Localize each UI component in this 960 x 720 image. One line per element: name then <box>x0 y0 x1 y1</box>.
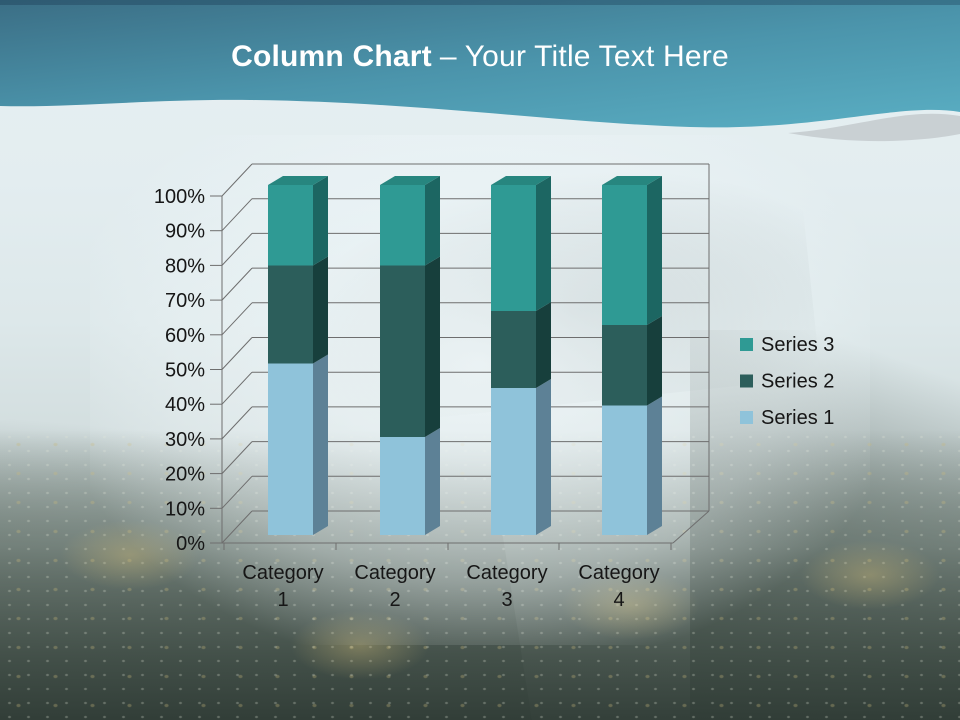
bar-segment-side <box>425 256 440 437</box>
bar-segment <box>380 185 425 266</box>
value-axis-label: 90% <box>165 221 205 243</box>
value-axis-label: 60% <box>165 325 205 347</box>
gridline-depth <box>221 163 253 197</box>
header-gray-swoosh <box>788 113 960 142</box>
bar-segment-side <box>425 428 440 535</box>
bar-segment-side <box>313 176 328 266</box>
bar-top-face <box>491 176 551 185</box>
value-axis-label: 40% <box>165 394 205 416</box>
legend-swatch <box>740 338 753 351</box>
bar-segment-side <box>313 256 328 364</box>
legend-label: Series 3 <box>761 334 834 356</box>
value-axis-label: 10% <box>165 498 205 520</box>
category-label: Category <box>578 562 659 584</box>
category-label: Category <box>466 562 547 584</box>
gridline-depth <box>221 267 253 301</box>
bar-segment <box>602 325 647 406</box>
bar-segment <box>602 405 647 535</box>
bar-segment <box>268 363 313 535</box>
gridline-depth <box>221 406 253 440</box>
gridline-depth <box>221 441 253 474</box>
bar-segment <box>380 437 425 535</box>
gridline-depth <box>221 198 253 232</box>
bar-segment-side <box>536 302 551 388</box>
category-label: 3 <box>501 589 512 611</box>
value-axis-label: 70% <box>165 290 205 312</box>
bar-segment-side <box>647 176 662 325</box>
category-label: Category <box>354 562 435 584</box>
bar-segment <box>380 265 425 437</box>
bar-segment <box>268 185 313 266</box>
bar-segment <box>491 185 536 311</box>
bar-segment-side <box>647 396 662 535</box>
gridline-depth <box>221 510 253 544</box>
legend-label: Series 1 <box>761 407 834 429</box>
slide-title[interactable]: Column Chart – Your Title Text Here <box>0 40 960 74</box>
bar-segment-side <box>647 316 662 406</box>
value-axis-label: 80% <box>165 255 205 277</box>
bar-segment-side <box>425 176 440 266</box>
header-teal-shape <box>0 0 960 128</box>
value-axis-label: 50% <box>165 360 205 382</box>
value-axis-label: 100% <box>154 186 205 208</box>
bar-segment-side <box>536 176 551 311</box>
title-text-regular: – Your Title Text Here <box>439 40 729 73</box>
gridline-depth <box>221 233 253 266</box>
bar-top-face <box>602 176 662 185</box>
bar-segment <box>268 265 313 364</box>
legend-label: Series 2 <box>761 371 834 393</box>
gridline-depth <box>221 302 253 336</box>
floor-right-edge <box>672 510 710 544</box>
bar-segment-side <box>313 354 328 535</box>
header-wave <box>0 0 960 142</box>
header-top-strip <box>0 0 960 5</box>
category-label: 4 <box>613 589 624 611</box>
gridline-depth <box>221 475 253 509</box>
bar-segment-side <box>536 379 551 535</box>
legend-swatch <box>740 374 753 388</box>
bar-segment <box>602 185 647 325</box>
bar-segment <box>491 388 536 535</box>
category-label: 2 <box>389 589 400 611</box>
category-label: 1 <box>277 589 288 611</box>
bar-segment <box>491 311 536 388</box>
title-text-bold: Column Chart <box>231 40 432 73</box>
legend-swatch <box>740 411 753 424</box>
gridline-depth <box>221 337 253 370</box>
category-label: Category <box>242 562 323 584</box>
mist-overlay <box>90 135 870 645</box>
bar-top-face <box>380 176 440 185</box>
value-axis-label: 30% <box>165 429 205 451</box>
gridline-depth <box>221 371 253 405</box>
value-axis-label: 20% <box>165 464 205 486</box>
bar-top-face <box>268 176 328 185</box>
value-axis-label: 0% <box>176 533 205 555</box>
